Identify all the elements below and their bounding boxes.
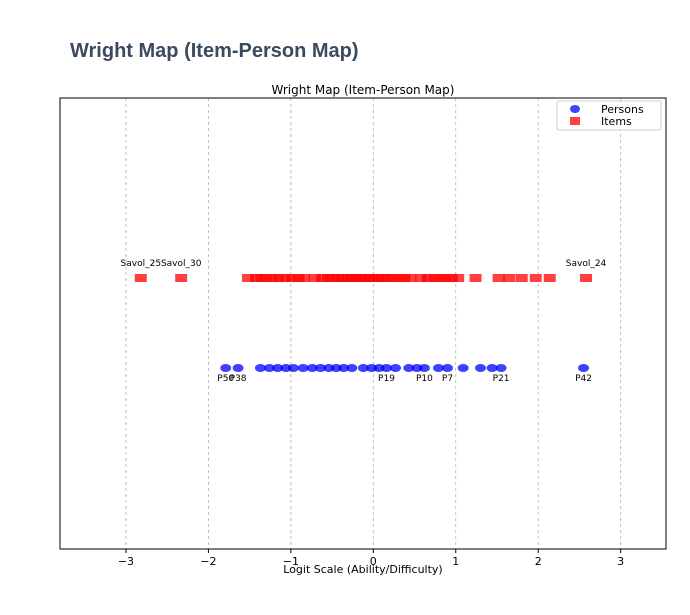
item-marker xyxy=(272,274,285,282)
person-label: P50 xyxy=(217,374,234,384)
person-marker xyxy=(220,364,232,372)
persons-layer xyxy=(220,364,590,372)
item-marker xyxy=(134,274,147,282)
item-marker xyxy=(580,274,593,282)
legend: Persons Items xyxy=(556,100,662,131)
items-layer xyxy=(134,274,593,282)
item-marker xyxy=(529,274,542,282)
item-marker xyxy=(515,274,528,282)
x-tick-label: 3 xyxy=(617,555,624,568)
item-marker xyxy=(492,274,505,282)
person-marker xyxy=(338,364,350,372)
person-marker xyxy=(457,364,469,372)
x-ticks: −3 −2 −1 0 1 2 3 xyxy=(118,549,624,568)
item-marker xyxy=(241,274,254,282)
item-marker xyxy=(469,274,482,282)
person-marker xyxy=(380,364,392,372)
person-marker xyxy=(297,364,309,372)
person-marker xyxy=(403,364,415,372)
x-tick-label: −3 xyxy=(118,555,134,568)
legend-persons-marker xyxy=(570,105,580,113)
person-marker xyxy=(287,364,299,372)
person-label: P10 xyxy=(416,374,433,384)
item-label: Savol_24 xyxy=(566,259,607,269)
item-marker xyxy=(279,274,292,282)
legend-items-label: Items xyxy=(601,115,632,128)
item-marker xyxy=(298,274,311,282)
person-label: P21 xyxy=(493,374,510,384)
person-marker xyxy=(495,364,507,372)
person-marker xyxy=(474,364,486,372)
person-label: P19 xyxy=(378,374,395,384)
x-tick-label: −1 xyxy=(283,555,299,568)
item-marker xyxy=(285,274,298,282)
x-tick-label: −2 xyxy=(200,555,216,568)
person-label: P42 xyxy=(575,374,592,384)
person-marker xyxy=(272,364,284,372)
page-heading: Wright Map (Item-Person Map) xyxy=(70,40,359,62)
person-marker xyxy=(346,364,358,372)
grid-layer xyxy=(125,98,622,549)
person-marker xyxy=(390,364,402,372)
x-tick-label: 2 xyxy=(535,555,542,568)
item-marker xyxy=(260,274,273,282)
x-tick-label: 0 xyxy=(370,555,377,568)
x-tick-label: 1 xyxy=(452,555,459,568)
person-marker xyxy=(254,364,266,372)
person-marker xyxy=(418,364,430,372)
person-marker xyxy=(263,364,275,372)
item-marker xyxy=(543,274,556,282)
item-marker xyxy=(452,274,465,282)
item-label: Savol_30 xyxy=(161,259,202,269)
person-marker xyxy=(486,364,498,372)
item-marker xyxy=(445,274,458,282)
person-label: P38 xyxy=(230,374,247,384)
item-marker xyxy=(404,274,417,282)
item-marker xyxy=(503,274,516,282)
legend-box xyxy=(556,100,662,131)
item-marker xyxy=(308,274,321,282)
person-label: P7 xyxy=(442,374,453,384)
item-marker xyxy=(421,274,434,282)
item-marker xyxy=(415,274,428,282)
legend-items-marker xyxy=(570,117,580,125)
legend-persons-label: Persons xyxy=(601,103,644,116)
item-marker xyxy=(175,274,188,282)
person-marker xyxy=(357,364,369,372)
plot-frame xyxy=(59,97,667,550)
person-marker xyxy=(315,364,327,372)
person-marker xyxy=(578,364,590,372)
person-marker xyxy=(442,364,454,372)
x-axis-label: Logit Scale (Ability/Difficulty) xyxy=(283,563,442,576)
chart-title: Wright Map (Item-Person Map) xyxy=(272,83,455,97)
person-marker xyxy=(306,364,318,372)
person-marker xyxy=(232,364,244,372)
item-label: Savol_25 xyxy=(121,259,162,269)
person-marker xyxy=(432,364,444,372)
